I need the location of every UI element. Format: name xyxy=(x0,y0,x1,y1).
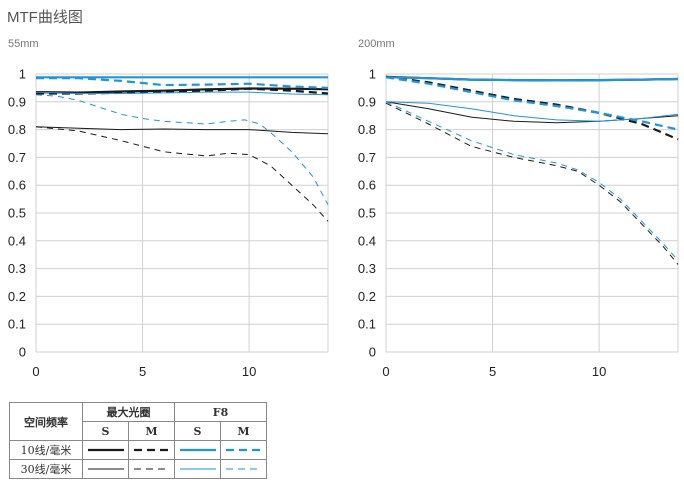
series-line-max-10-s xyxy=(35,87,329,94)
x-tick-label: 0 xyxy=(32,364,39,379)
y-tick-label: 0.3 xyxy=(358,261,376,276)
y-tick-label: 0.8 xyxy=(358,122,376,137)
y-tick-label: 1 xyxy=(369,67,376,82)
legend-header-spatial-frequency: 空间频率 xyxy=(9,402,83,441)
series-line-max-10-m xyxy=(36,87,329,95)
x-tick-label: 10 xyxy=(242,364,256,379)
y-tick-label: 0.1 xyxy=(358,317,376,332)
series-line-f8-10-s xyxy=(385,76,679,82)
legend-sub-s-max: S xyxy=(82,421,129,441)
y-tick-label: 0.7 xyxy=(8,150,26,165)
series-line-f8-30-m xyxy=(35,94,329,205)
y-tick-label: 0.4 xyxy=(8,233,26,248)
mtf-chart-200mm: 200mm 0 0.1 0.2 0.3 0.4 0.5 0.6 0.7 0.8 0.9 1 0 5 10 xyxy=(352,34,682,384)
chart-subtitle: 55mm xyxy=(8,38,39,50)
legend-sample-f8-30-m xyxy=(220,459,267,479)
series-line-max-30-m xyxy=(385,102,679,265)
legend-sub-m-max: M xyxy=(128,421,175,441)
y-tick-label: 0.9 xyxy=(358,94,376,109)
legend-sample-f8-10-s xyxy=(174,440,221,460)
series-line-f8-30-s xyxy=(385,101,679,122)
page-title: MTF曲线图 xyxy=(7,9,83,26)
y-tick-label: 0.1 xyxy=(8,317,26,332)
x-tick-label: 0 xyxy=(382,364,389,379)
y-tick-label: 0.7 xyxy=(358,150,376,165)
y-tick-label: 0.6 xyxy=(358,178,376,193)
series-line-max-10-m xyxy=(385,75,679,141)
y-tick-label: 0.4 xyxy=(358,233,376,248)
mtf-chart-55mm: 55mm 0 0.1 0.2 0.3 0.4 0.5 0.6 0.7 0.8 0.9 1 0 5 10 xyxy=(2,34,332,384)
series-line-f8-10-m xyxy=(385,76,679,131)
legend-header-f8: F8 xyxy=(174,402,267,422)
legend-sample-max-30-s xyxy=(82,459,129,479)
legend-sample-max-10-m xyxy=(128,440,175,460)
legend-sample-f8-10-m xyxy=(220,440,267,460)
y-tick-label: 0.3 xyxy=(8,261,26,276)
series-line-max-30-m xyxy=(35,126,329,222)
y-tick-label: 0.5 xyxy=(358,206,376,221)
y-tick-label: 0.8 xyxy=(8,122,26,137)
legend-sample-max-30-m xyxy=(128,459,175,479)
y-tick-label: 0 xyxy=(369,345,376,360)
legend-table: 空间频率 最大光圈 F8 S M S M 10线/毫米 30线/毫米 xyxy=(9,402,267,479)
legend-header-max-aperture: 最大光圈 xyxy=(82,402,175,422)
legend-sample-f8-30-s xyxy=(174,459,221,479)
legend-row-30-label: 30线/毫米 xyxy=(9,459,83,479)
y-tick-label: 0 xyxy=(19,345,26,360)
x-tick-label: 5 xyxy=(489,364,496,379)
chart-subtitle: 200mm xyxy=(358,38,395,50)
y-tick-label: 0.6 xyxy=(8,178,26,193)
legend-row-10-label: 10线/毫米 xyxy=(9,440,83,460)
y-tick-label: 0.5 xyxy=(8,206,26,221)
series-line-f8-30-m xyxy=(385,101,679,261)
series-line-max-30-s xyxy=(35,126,329,135)
y-tick-label: 0.2 xyxy=(358,289,376,304)
y-tick-label: 0.9 xyxy=(8,94,26,109)
legend-sample-max-10-s xyxy=(82,440,129,460)
x-tick-label: 10 xyxy=(592,364,606,379)
y-tick-label: 0.2 xyxy=(8,289,26,304)
series-line-f8-10-m xyxy=(36,77,329,89)
y-tick-label: 1 xyxy=(19,67,26,82)
series-line-f8-30-s xyxy=(35,91,329,96)
legend-sub-s-f8: S xyxy=(174,421,221,441)
legend-sub-m-f8: M xyxy=(220,421,267,441)
x-tick-label: 5 xyxy=(139,364,146,379)
